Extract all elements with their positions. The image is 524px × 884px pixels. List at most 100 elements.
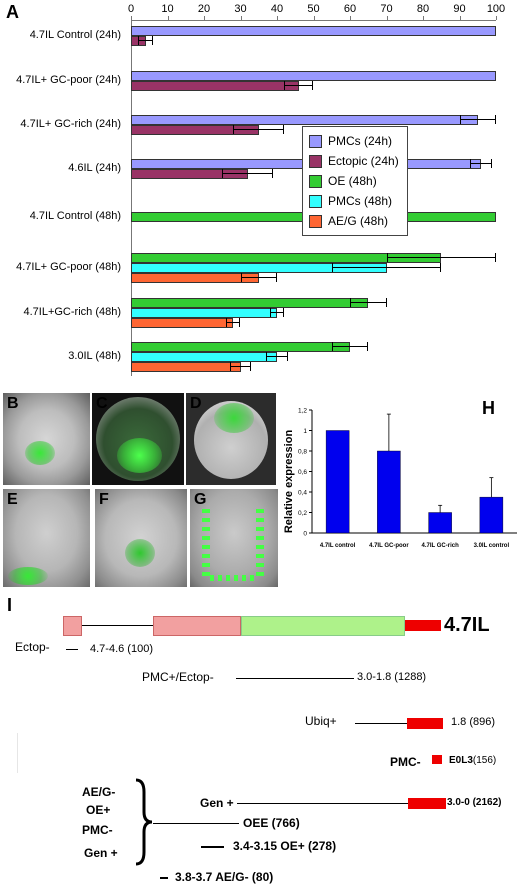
- bar-pmcs-24h: [131, 115, 478, 125]
- y-tick-label: 0,6: [298, 469, 307, 476]
- x-tick-mark: [131, 16, 132, 20]
- bar-pmcs-24h: [131, 26, 496, 36]
- bar-ae-g-48h: [131, 318, 234, 328]
- bar-ectopic-24h: [131, 169, 248, 179]
- micrograph-f: F: [95, 489, 187, 587]
- legend-label: OE (48h): [328, 174, 377, 188]
- micrograph-f-label: F: [99, 491, 109, 508]
- x-category-label: 3.0IL control: [474, 543, 510, 549]
- legend-label: PMCs (48h): [328, 194, 393, 208]
- y-axis-line: [131, 20, 132, 376]
- error-bar: [331, 263, 442, 273]
- micrograph-g-label: G: [194, 491, 207, 508]
- region-pmc-element: [153, 616, 241, 636]
- label-pmc-minus: PMC-: [390, 755, 421, 769]
- group-label-gen: Gen +: [84, 846, 118, 860]
- legend-swatch: [309, 214, 322, 228]
- region-ectopic-repressor: [63, 616, 82, 636]
- legend-item: PMCs (24h): [309, 131, 399, 151]
- legend-item: PMCs (48h): [309, 191, 399, 211]
- panel-i-construct-map: 4.7IL Ectop- 4.7-4.6 (100) PMC+/Ectop- 3…: [0, 590, 524, 884]
- legend-label: PMCs (24h): [328, 134, 393, 148]
- construct-name: 4.7IL: [444, 614, 490, 636]
- error-bar: [269, 308, 285, 318]
- faint-divider: [17, 733, 18, 773]
- micrograph-d-label: D: [190, 395, 202, 412]
- x-tick-mark: [204, 16, 205, 20]
- x-category-label: 4.7IL GC-rich: [422, 543, 460, 549]
- x-tick-mark: [386, 16, 388, 20]
- x-tick-label: 70: [380, 3, 393, 15]
- bar: [479, 496, 504, 534]
- y-category-label: 4.7IL+ GC-poor (24h): [16, 74, 121, 86]
- legend-item: OE (48h): [309, 171, 399, 191]
- y-tick-label: 0,8: [298, 449, 307, 456]
- micrograph-g: G: [190, 489, 278, 587]
- x-tick-mark: [350, 16, 351, 20]
- fragment-7-line: [201, 846, 224, 848]
- legend-item: AE/G (48h): [309, 211, 399, 231]
- panel-i-letter: I: [7, 595, 13, 615]
- bar-ae-g-48h: [131, 362, 241, 372]
- fragment-8-label: 3.8-3.7 AE/G- (80): [175, 870, 274, 884]
- panel-h-svg: 0 0,2 0,4 0,6 0,8 1 1,2 4.7IL control 4.7IL GC-p…: [283, 408, 517, 549]
- micrograph-d: D: [186, 393, 276, 485]
- legend: PMCs (24h) Ectopic (24h) OE (48h) PMCs (48h…: [302, 126, 408, 236]
- bar-pmcs-48h: [131, 263, 387, 273]
- error-bar: [470, 159, 493, 169]
- micrograph-b: B: [3, 393, 90, 485]
- bar-pmcs-24h: [131, 71, 496, 81]
- bar-pmcs-48h: [131, 308, 277, 318]
- y-category-label: 4.7IL Control (48h): [29, 210, 121, 222]
- x-tick-mark: [459, 16, 461, 20]
- y-tick-label: 1: [303, 428, 307, 435]
- y-tick-label: 0,4: [298, 490, 307, 497]
- x-tick-label: 60: [343, 3, 357, 15]
- x-tick-mark: [277, 16, 278, 20]
- panel-a-letter: A: [6, 2, 19, 22]
- panel-a-bar-chart: 0 10 20 30 40 50 60 70 80 90 100 4.7IL Control (24h…: [0, 0, 524, 380]
- y-category-label: 3.0IL (48h): [68, 350, 121, 362]
- fragment-3-reporter: [407, 718, 443, 729]
- legend-label: AE/G (48h): [328, 214, 389, 228]
- fragment-4-label: E0L3(156): [449, 755, 496, 766]
- x-tick-label: 100: [486, 3, 506, 15]
- x-tick-label: 50: [307, 3, 320, 15]
- fragment-3-label: 1.8 (896): [451, 716, 496, 728]
- y-category-label: 4.7IL+ GC-poor (48h): [16, 261, 121, 273]
- label-pmc-ectop: PMC+/Ectop-: [142, 670, 214, 684]
- x-tick-label: 10: [161, 3, 174, 15]
- label-ubiq-plus: Ubiq+: [305, 714, 337, 728]
- x-tick-mark: [496, 16, 497, 20]
- legend-swatch: [309, 174, 322, 188]
- error-bar: [284, 81, 314, 91]
- error-bar: [331, 342, 369, 352]
- y-category-label: 4.7IL+ GC-rich (24h): [20, 118, 121, 130]
- region-oe-element: [241, 616, 405, 636]
- y-category-label: 4.7IL+GC-rich (48h): [23, 306, 121, 318]
- x-tick-label: 80: [416, 3, 430, 15]
- bar-oe-48h: [131, 298, 369, 308]
- fragment-3-line: [355, 723, 408, 724]
- y-tick-label: 1,2: [298, 408, 307, 415]
- error-bar: [240, 273, 277, 283]
- fragment-5-reporter: [408, 798, 446, 809]
- micrograph-c: C: [92, 393, 184, 485]
- bar: [325, 430, 350, 534]
- fragment-4-length: (156): [472, 755, 497, 766]
- y-category-label: 4.6IL (24h): [68, 162, 121, 174]
- legend-swatch: [309, 134, 322, 148]
- fragment-6-line: [153, 823, 239, 824]
- x-tick-mark: [423, 16, 424, 20]
- bar: [377, 450, 401, 534]
- fragment-2-label: 3.0-1.8 (1288): [357, 671, 427, 683]
- x-tick-mark: [167, 16, 169, 20]
- fragment-1-label: 4.7-4.6 (100): [90, 643, 153, 655]
- label-gen-plus: Gen +: [200, 796, 234, 810]
- x-tick-label: 30: [234, 3, 247, 15]
- curly-brace: [135, 778, 153, 866]
- bar-ae-g-48h: [131, 273, 259, 283]
- error-bar: [350, 298, 387, 308]
- x-category-label: 4.7IL GC-poor: [369, 543, 409, 549]
- fragment-6-label: OEE (766): [243, 816, 300, 830]
